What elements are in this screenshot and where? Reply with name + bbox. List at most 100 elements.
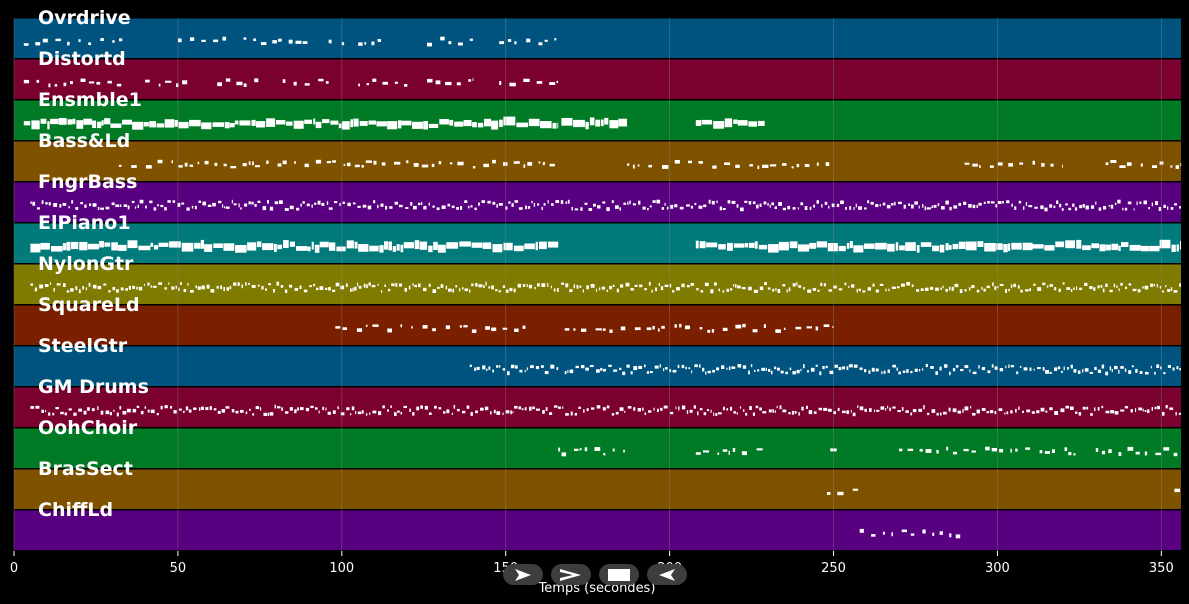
note	[1044, 451, 1050, 454]
note	[1118, 452, 1122, 457]
note	[767, 287, 771, 290]
note	[456, 82, 461, 86]
track-notes	[558, 446, 1178, 457]
note	[260, 407, 262, 411]
note	[777, 367, 780, 371]
note	[644, 412, 647, 416]
note	[717, 412, 722, 415]
note	[209, 406, 212, 411]
note	[1061, 208, 1064, 211]
note	[940, 412, 942, 416]
note	[1062, 282, 1065, 285]
note	[926, 207, 931, 210]
note	[789, 241, 798, 249]
note	[330, 120, 339, 125]
note	[609, 286, 612, 290]
note	[798, 412, 800, 416]
note	[326, 161, 331, 164]
note	[392, 246, 396, 252]
note	[136, 286, 138, 290]
note	[505, 206, 508, 210]
note	[137, 204, 139, 208]
note	[674, 204, 678, 208]
note	[335, 326, 341, 329]
note	[891, 532, 893, 537]
note	[989, 165, 994, 168]
note	[838, 245, 846, 252]
note	[485, 326, 490, 330]
note	[551, 203, 554, 206]
note	[328, 39, 332, 44]
note	[828, 289, 833, 292]
note	[71, 200, 74, 204]
play-icon	[515, 568, 531, 581]
track-label: SteelGtr	[38, 335, 128, 357]
note	[710, 289, 714, 294]
note	[535, 366, 540, 370]
note	[809, 242, 817, 249]
note	[403, 405, 407, 408]
note	[875, 204, 879, 208]
track-notes	[30, 199, 1181, 212]
note	[624, 410, 626, 413]
note	[23, 79, 30, 84]
note	[212, 202, 216, 207]
note	[400, 411, 403, 415]
note	[418, 202, 421, 206]
note	[562, 406, 564, 409]
note	[453, 404, 456, 409]
note	[317, 200, 321, 205]
note	[412, 121, 423, 129]
note	[732, 448, 736, 452]
note	[602, 407, 606, 411]
note	[469, 38, 473, 41]
note	[1066, 287, 1071, 290]
note	[345, 283, 348, 287]
note	[490, 411, 492, 415]
rewind-button[interactable]	[647, 564, 687, 585]
note	[774, 366, 777, 370]
note	[652, 200, 656, 203]
note	[510, 364, 515, 369]
note	[702, 367, 705, 372]
note	[1176, 244, 1179, 252]
note	[1128, 370, 1132, 374]
note	[384, 241, 388, 250]
note	[422, 325, 428, 329]
note	[883, 370, 886, 374]
note	[233, 203, 237, 206]
fast-forward-button[interactable]	[551, 564, 591, 585]
note	[510, 410, 512, 415]
note	[727, 200, 731, 204]
note	[651, 289, 653, 293]
note	[789, 367, 792, 371]
note	[397, 120, 402, 129]
note	[561, 452, 567, 457]
note	[116, 83, 122, 87]
note	[371, 41, 375, 46]
note	[1045, 370, 1049, 374]
note	[334, 201, 338, 204]
note	[659, 364, 661, 368]
stop-button[interactable]	[599, 564, 639, 585]
note	[543, 203, 546, 206]
note	[483, 163, 489, 168]
note	[730, 406, 733, 411]
note	[772, 288, 775, 292]
note	[150, 409, 155, 414]
note	[282, 79, 286, 83]
play-button[interactable]	[503, 564, 543, 585]
note	[797, 244, 810, 252]
note	[377, 39, 381, 42]
note	[820, 282, 823, 286]
note	[804, 164, 810, 167]
note	[550, 285, 553, 289]
note	[1046, 285, 1049, 288]
note	[1032, 160, 1035, 165]
note	[145, 205, 147, 209]
note-events	[23, 36, 1182, 539]
note	[952, 408, 957, 413]
note	[478, 202, 480, 206]
note	[549, 163, 555, 167]
note	[774, 206, 777, 209]
